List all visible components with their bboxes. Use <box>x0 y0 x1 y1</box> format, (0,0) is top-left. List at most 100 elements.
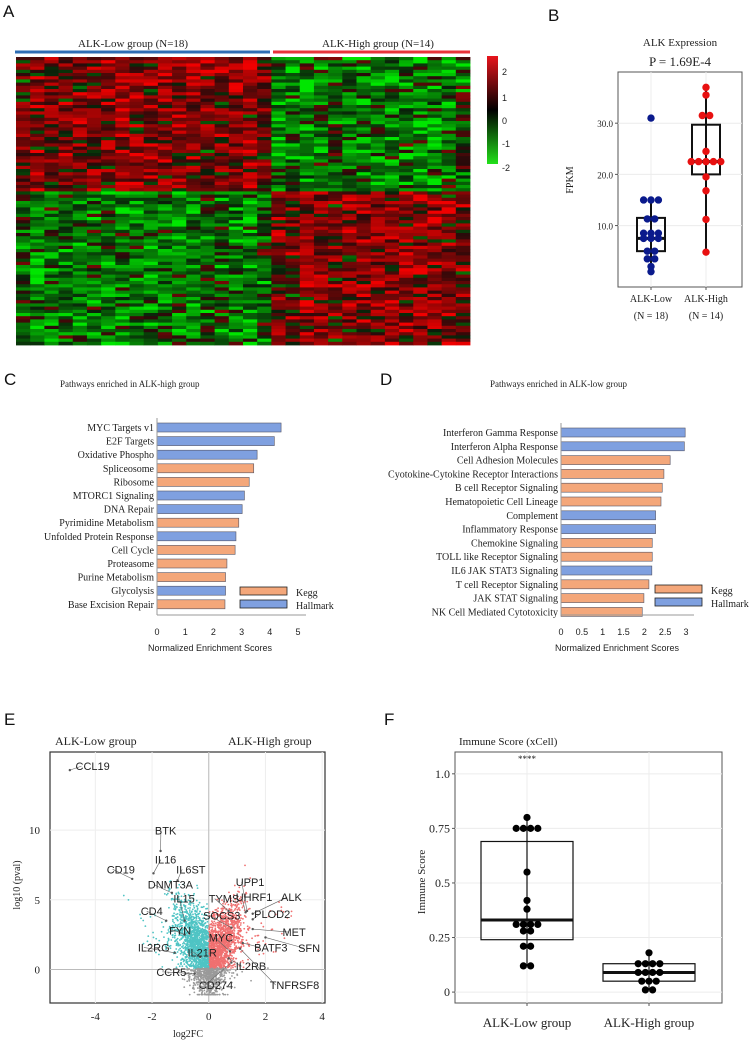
heatmap-cell <box>342 290 357 295</box>
heatmap-cell <box>356 290 372 295</box>
heatmap-cell <box>86 223 102 227</box>
heatmap-cell <box>271 185 286 189</box>
volcano-point <box>215 913 218 916</box>
heatmap-cell <box>143 223 159 227</box>
heatmap-cell <box>413 236 428 240</box>
heatmap-cell <box>129 66 145 71</box>
heatmap-cell <box>157 281 173 285</box>
heatmap-cell <box>115 76 130 80</box>
heatmap-cell <box>228 98 244 103</box>
heatmap-cell <box>86 143 102 147</box>
heatmap-cell <box>172 178 187 183</box>
heatmap-cell <box>328 284 343 288</box>
heatmap-cell <box>427 261 443 266</box>
data-point <box>643 247 651 255</box>
heatmap-cell <box>342 146 357 151</box>
heatmap-cell <box>356 82 372 87</box>
heatmap-cell <box>271 101 286 106</box>
heatmap-cell <box>455 178 471 183</box>
heatmap-cell <box>172 79 187 83</box>
heatmap-cell <box>271 172 286 176</box>
heatmap-cell <box>214 300 230 304</box>
heatmap-cell <box>370 242 386 247</box>
heatmap-cell <box>342 338 357 343</box>
heatmap-cell <box>16 245 31 250</box>
heatmap-cell <box>257 181 272 186</box>
heatmap-cell <box>413 226 428 231</box>
volcano-point <box>175 913 178 916</box>
heatmap-cell <box>186 197 201 202</box>
heatmap-cell <box>143 111 159 115</box>
volcano-point <box>210 934 213 937</box>
heatmap-cell <box>44 265 59 269</box>
heatmap-cell <box>143 140 159 144</box>
heatmap-cell <box>186 69 201 74</box>
data-point <box>647 262 655 271</box>
heatmap-cell <box>299 124 315 128</box>
heatmap-cell <box>44 140 59 144</box>
heatmap-cell <box>342 143 357 147</box>
heatmap-cell <box>30 223 45 227</box>
heatmap-cell <box>441 265 457 269</box>
heatmap-cell <box>399 79 414 83</box>
heatmap-cell <box>299 287 315 291</box>
heatmap-cell <box>441 319 457 323</box>
heatmap-cell <box>44 114 59 119</box>
heatmap-cell <box>16 76 31 80</box>
volcano-point <box>256 934 259 937</box>
heatmap-cell <box>413 175 428 179</box>
heatmap-cell <box>16 185 31 189</box>
heatmap-cell <box>370 306 386 311</box>
data-point <box>523 905 531 913</box>
heatmap-cell <box>257 281 272 285</box>
heatmap-cell <box>441 101 457 106</box>
heatmap-cell <box>115 108 130 112</box>
heatmap-cell <box>72 172 88 176</box>
bar <box>560 455 671 465</box>
heatmap-cell <box>342 197 357 202</box>
heatmap-cell <box>455 220 471 224</box>
heatmap-cell <box>115 114 130 119</box>
x-category-label: ALK-Low <box>630 294 673 305</box>
volcano-point <box>192 913 194 916</box>
heatmap-cell <box>455 319 471 323</box>
heatmap-cell <box>228 287 244 291</box>
colorbar-tick-label: 0 <box>502 116 507 126</box>
heatmap-cell <box>143 297 159 301</box>
heatmap-cell <box>441 121 457 125</box>
heatmap-cell <box>157 101 173 106</box>
heatmap-cell <box>342 322 357 327</box>
heatmap-cell <box>313 124 329 128</box>
heatmap-cell <box>172 185 187 189</box>
heatmap-cell <box>72 114 88 119</box>
heatmap-cell <box>285 226 301 231</box>
heatmap-cell <box>271 297 286 301</box>
heatmap-cell <box>299 303 315 307</box>
heatmap-cell <box>228 242 244 247</box>
heatmap-cell <box>413 252 428 256</box>
heatmap-cell <box>243 258 258 263</box>
heatmap-cell <box>299 73 315 77</box>
heatmap-cell <box>115 73 130 77</box>
heatmap-cell <box>413 261 428 266</box>
heatmap-cell <box>115 329 130 333</box>
heatmap-cell <box>257 297 272 301</box>
volcano-point <box>193 924 196 926</box>
heatmap-cell <box>413 156 428 160</box>
heatmap-cell <box>441 252 457 256</box>
heatmap-cell <box>313 322 329 327</box>
legend-swatch <box>654 584 703 594</box>
heatmap-cell <box>44 338 59 343</box>
heatmap-cell <box>228 329 244 333</box>
heatmap-cell <box>328 242 343 247</box>
heatmap-cell <box>16 169 31 173</box>
heatmap-cell <box>370 98 386 103</box>
heatmap-cell <box>271 92 286 96</box>
heatmap-cell <box>243 293 258 298</box>
heatmap-cell <box>356 287 372 291</box>
heatmap-cell <box>328 63 343 67</box>
heatmap-cell <box>214 293 230 298</box>
heatmap-cell <box>299 130 315 135</box>
heatmap-cell <box>101 85 116 90</box>
heatmap-cell <box>342 284 357 288</box>
